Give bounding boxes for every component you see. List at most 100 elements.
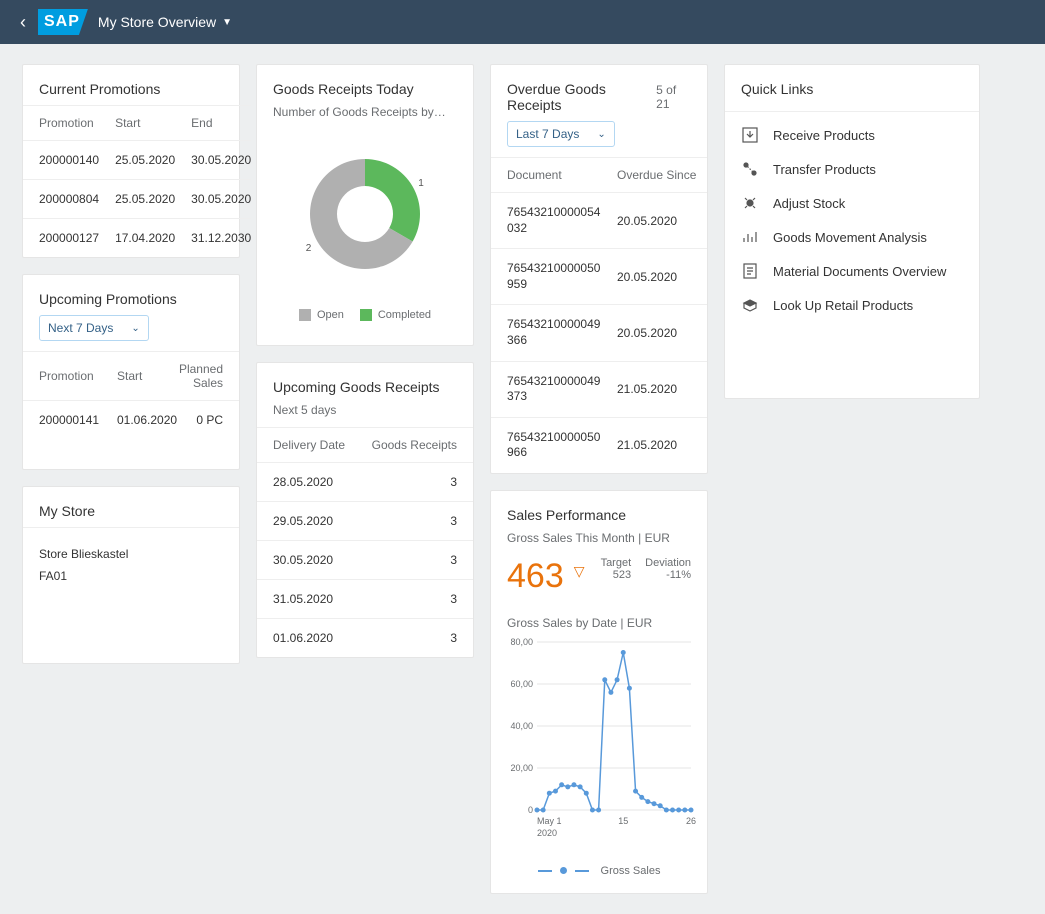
table-row[interactable]: 20000080425.05.202030.05.2020 bbox=[23, 180, 251, 219]
lookup-icon bbox=[741, 296, 759, 314]
select-value: Next 7 Days bbox=[48, 321, 113, 335]
table-row[interactable]: 7654321000005096621.05.2020 bbox=[491, 417, 707, 473]
col-goods-receipts: Goods Receipts bbox=[357, 428, 473, 463]
cell: 17.04.2020 bbox=[99, 219, 175, 258]
cell: 3 bbox=[357, 463, 473, 502]
cell: 21.05.2020 bbox=[601, 361, 707, 417]
svg-text:0: 0 bbox=[528, 805, 533, 815]
card-goods-receipts-today: Goods Receipts Today Number of Goods Rec… bbox=[256, 64, 474, 346]
card-subtitle: Number of Goods Receipts by… bbox=[257, 105, 473, 129]
legend-completed: Completed bbox=[378, 309, 431, 321]
deviation-label: Deviation bbox=[645, 557, 691, 569]
svg-text:26: 26 bbox=[686, 816, 696, 826]
range-select[interactable]: Next 7 Days ⌄ bbox=[39, 315, 149, 341]
svg-text:15: 15 bbox=[618, 816, 628, 826]
top-bar: ‹ SAP My Store Overview ▼ bbox=[0, 0, 1045, 44]
target-label: Target bbox=[601, 557, 632, 569]
cell: 76543210000049373 bbox=[491, 361, 601, 417]
quick-link-label: Goods Movement Analysis bbox=[773, 230, 927, 245]
col-promotion: Promotion bbox=[23, 106, 99, 141]
table-row[interactable]: 30.05.20203 bbox=[257, 541, 473, 580]
donut-label-1: 1 bbox=[418, 178, 424, 189]
back-button[interactable]: ‹ bbox=[12, 8, 34, 37]
cell: 30.05.2020 bbox=[257, 541, 357, 580]
kpi-value: 463 bbox=[507, 557, 564, 596]
cell: 200000804 bbox=[23, 180, 99, 219]
cell: 0 PC bbox=[179, 401, 239, 440]
range-select[interactable]: Last 7 Days ⌄ bbox=[507, 121, 615, 147]
card-title: My Store bbox=[23, 487, 239, 527]
col-planned-sales: Planned Sales bbox=[179, 352, 239, 401]
card-subtitle: Gross Sales This Month | EUR bbox=[491, 531, 707, 555]
cell: 25.05.2020 bbox=[99, 141, 175, 180]
cell: 28.05.2020 bbox=[257, 463, 357, 502]
sap-logo: SAP bbox=[38, 9, 88, 35]
col-start: Start bbox=[99, 106, 175, 141]
cell: 200000140 bbox=[23, 141, 99, 180]
quick-link-label: Look Up Retail Products bbox=[773, 298, 913, 313]
cell: 20.05.2020 bbox=[601, 249, 707, 305]
table-row[interactable]: 7654321000004937321.05.2020 bbox=[491, 361, 707, 417]
current-promotions-table: Promotion Start End 20000014025.05.20203… bbox=[23, 105, 251, 257]
card-title: Upcoming Goods Receipts bbox=[257, 363, 473, 403]
chevron-down-icon: ⌄ bbox=[131, 323, 139, 334]
table-row[interactable]: 20000014101.06.20200 PC bbox=[23, 401, 239, 440]
cell: 3 bbox=[357, 502, 473, 541]
card-overdue-goods-receipts: Overdue Goods Receipts 5 of 21 Last 7 Da… bbox=[490, 64, 708, 474]
table-row[interactable]: 20000014025.05.202030.05.2020 bbox=[23, 141, 251, 180]
cell: 76543210000050959 bbox=[491, 249, 601, 305]
quick-link-label: Adjust Stock bbox=[773, 196, 845, 211]
overdue-table: Document Overdue Since 76543210000054032… bbox=[491, 157, 707, 473]
table-row[interactable]: 01.06.20203 bbox=[257, 619, 473, 658]
quick-link-adjust[interactable]: Adjust Stock bbox=[725, 186, 979, 220]
cell: 01.06.2020 bbox=[257, 619, 357, 658]
col-promotion: Promotion bbox=[23, 352, 101, 401]
card-count: 5 of 21 bbox=[656, 83, 691, 111]
donut-legend: Open Completed bbox=[257, 309, 473, 345]
card-title: Current Promotions bbox=[23, 65, 239, 105]
card-title: Overdue Goods Receipts bbox=[507, 81, 656, 113]
legend-gross-sales: Gross Sales bbox=[601, 865, 661, 877]
table-row[interactable]: 29.05.20203 bbox=[257, 502, 473, 541]
card-upcoming-promotions: Upcoming Promotions Next 7 Days ⌄ Promot… bbox=[22, 274, 240, 470]
col-start: Start bbox=[101, 352, 179, 401]
quick-link-docs[interactable]: Material Documents Overview bbox=[725, 254, 979, 288]
quick-link-receive[interactable]: Receive Products bbox=[725, 118, 979, 152]
col-document: Document bbox=[491, 158, 601, 193]
upcoming-goods-table: Delivery Date Goods Receipts 28.05.20203… bbox=[257, 427, 473, 657]
line-chart: 020,0040,0060,0080,00May 115262020 bbox=[491, 634, 707, 859]
cell: 76543210000049366 bbox=[491, 305, 601, 361]
quick-link-lookup[interactable]: Look Up Retail Products bbox=[725, 288, 979, 322]
select-value: Last 7 Days bbox=[516, 127, 579, 141]
table-row[interactable]: 7654321000005403220.05.2020 bbox=[491, 193, 707, 249]
table-row[interactable]: 7654321000004936620.05.2020 bbox=[491, 305, 707, 361]
cell: 76543210000054032 bbox=[491, 193, 601, 249]
cell: 3 bbox=[357, 580, 473, 619]
quick-link-transfer[interactable]: Transfer Products bbox=[725, 152, 979, 186]
cell: 200000141 bbox=[23, 401, 101, 440]
cell: 30.05.2020 bbox=[175, 141, 251, 180]
cell: 200000127 bbox=[23, 219, 99, 258]
caret-down-icon: ▼ bbox=[222, 17, 232, 28]
table-row[interactable]: 7654321000005095920.05.2020 bbox=[491, 249, 707, 305]
card-my-store: My Store Store Blieskastel FA01 bbox=[22, 486, 240, 664]
svg-text:60,00: 60,00 bbox=[510, 679, 533, 689]
svg-text:2020: 2020 bbox=[537, 828, 557, 838]
store-code: FA01 bbox=[39, 566, 223, 588]
card-sales-performance: Sales Performance Gross Sales This Month… bbox=[490, 490, 708, 894]
donut-chart: 1 2 bbox=[257, 129, 473, 309]
adjust-icon bbox=[741, 194, 759, 212]
svg-text:20,00: 20,00 bbox=[510, 763, 533, 773]
page-title-dropdown[interactable]: My Store Overview ▼ bbox=[98, 14, 232, 30]
table-row[interactable]: 28.05.20203 bbox=[257, 463, 473, 502]
table-row[interactable]: 31.05.20203 bbox=[257, 580, 473, 619]
col-delivery-date: Delivery Date bbox=[257, 428, 357, 463]
target-value: 523 bbox=[601, 569, 632, 581]
deviation-value: -11% bbox=[645, 569, 691, 581]
receive-icon bbox=[741, 126, 759, 144]
table-row[interactable]: 20000012717.04.202031.12.2030 bbox=[23, 219, 251, 258]
quick-link-analysis[interactable]: Goods Movement Analysis bbox=[725, 220, 979, 254]
page-title: My Store Overview bbox=[98, 14, 216, 30]
quick-link-label: Transfer Products bbox=[773, 162, 876, 177]
card-title: Sales Performance bbox=[491, 491, 707, 531]
